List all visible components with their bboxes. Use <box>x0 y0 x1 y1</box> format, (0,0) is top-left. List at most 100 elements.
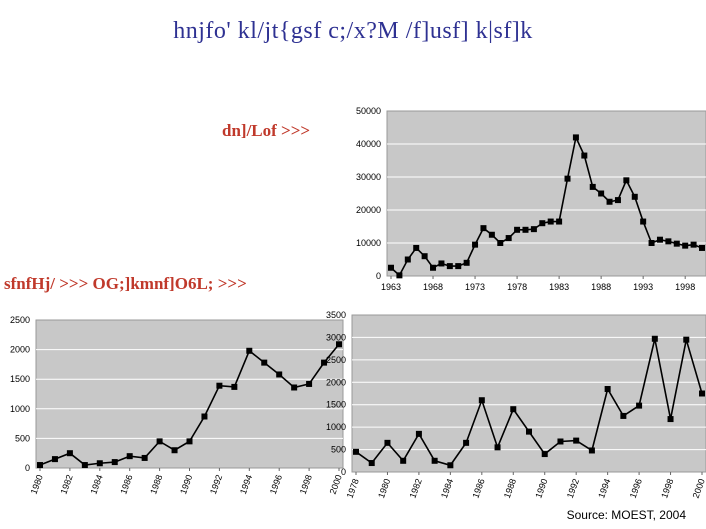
chart2-x-tick-label: 1994 <box>596 477 612 499</box>
chart1-data-point <box>171 447 178 454</box>
chart2-x-tick-label: 1980 <box>376 477 392 499</box>
chart1-y-tick-label: 0 <box>25 463 30 473</box>
chart2-data-point <box>353 448 359 455</box>
chart0-data-point <box>505 235 512 242</box>
chart0-data-point <box>614 197 621 204</box>
chart1-data-point <box>216 382 223 389</box>
chart1-data-point <box>66 450 73 457</box>
chart2-x-tick-label: 1982 <box>408 477 424 499</box>
chart0-data-point <box>640 218 647 225</box>
chart1-data-point <box>306 380 313 387</box>
chart2-data-point <box>636 402 643 409</box>
chart1-data-point <box>246 347 253 354</box>
chart1-data-point <box>321 359 328 366</box>
chart0-data-point <box>589 183 596 190</box>
chart0-data-point <box>598 190 605 197</box>
chart0-y-tick-label: 10000 <box>356 238 381 248</box>
chart0-x-tick-label: 1968 <box>423 282 443 292</box>
chart2-data-point <box>400 457 407 464</box>
chart2-data-point <box>478 397 485 404</box>
chart1-x-tick-label: 1986 <box>118 473 134 495</box>
chart0-data-point <box>514 226 521 233</box>
chart0-data-point <box>472 241 479 248</box>
chart0-data-point <box>606 198 613 205</box>
chart1-data-point <box>37 462 43 469</box>
chart0-data-point <box>699 244 705 251</box>
chart2-data-point <box>604 386 611 393</box>
chart1-x-tick-label: 1992 <box>208 473 224 495</box>
chart2-y-tick-label: 3500 <box>326 310 346 320</box>
chart0-data-point <box>388 264 394 271</box>
chart1-x-tick-label: 1988 <box>148 473 164 495</box>
chart0-data-point <box>623 177 630 184</box>
chart2-y-tick-label: 500 <box>331 445 346 455</box>
chart0-data-point <box>673 240 680 247</box>
chart1-x-tick-label: 1990 <box>178 473 194 495</box>
chart2-data-point <box>667 416 674 423</box>
chart2-x-tick-label: 1990 <box>533 477 549 499</box>
chart2-data-point <box>447 462 454 469</box>
chart2-y-tick-label: 2000 <box>326 377 346 387</box>
chart2-x-tick-label: 1984 <box>439 477 455 499</box>
chart0-data-point <box>421 253 428 260</box>
chart2-data-point <box>620 412 627 419</box>
chart0-data-point <box>665 238 672 245</box>
chart0-data-point <box>690 241 697 248</box>
chart0-data-point <box>539 220 546 227</box>
chart0-data-point <box>581 152 588 159</box>
chart0-data-point <box>455 263 462 270</box>
source-note: Source: MOEST, 2004 <box>566 508 686 522</box>
chart0-data-point <box>631 193 638 200</box>
chart2-x-tick-label: 1998 <box>659 477 675 499</box>
chart2-data-point <box>651 335 658 342</box>
chart2-y-tick-label: 1500 <box>326 400 346 410</box>
chart1-data-point <box>126 453 133 460</box>
chart2-data-point <box>557 438 564 445</box>
chart2-data-point <box>494 444 501 451</box>
chart2-x-tick-label: 1978 <box>345 477 361 499</box>
chart0-y-tick-label: 40000 <box>356 139 381 149</box>
chart0-x-tick-label: 1978 <box>507 282 527 292</box>
chart1-x-tick-label: 1982 <box>59 473 75 495</box>
chart2-data-point <box>573 437 580 444</box>
chart1-data-point <box>156 438 163 445</box>
chart0-data-point <box>488 231 495 238</box>
chart2-x-tick-label: 1986 <box>470 477 486 499</box>
chart2-data-point <box>683 336 690 343</box>
chart0-data-point <box>404 256 411 263</box>
chart1-data-point <box>111 459 118 466</box>
chart0-data-point <box>656 236 663 243</box>
chart0-y-tick-label: 0 <box>376 271 381 281</box>
chart1-y-tick-label: 1000 <box>10 404 30 414</box>
chart0-x-tick-label: 1993 <box>633 282 653 292</box>
chart1-data-point <box>96 460 103 467</box>
chart0-data-point <box>564 175 571 182</box>
chart1-x-tick-label: 1984 <box>88 473 104 495</box>
chart0-x-tick-label: 1973 <box>465 282 485 292</box>
chart1-data-point <box>336 341 342 348</box>
chart2-data-point <box>415 430 422 437</box>
chart1-data-point <box>81 462 88 469</box>
chart2-data-point <box>510 406 517 413</box>
chart-label-top: dn]/Lof >>> <box>222 121 311 140</box>
chart0-x-tick-label: 1988 <box>591 282 611 292</box>
chart0-x-tick-label: 1963 <box>381 282 401 292</box>
chart1-data-point <box>141 454 148 461</box>
chart2-data-point <box>431 457 438 464</box>
chart2-x-tick-label: 1996 <box>628 477 644 499</box>
chart1-data-point <box>261 359 268 366</box>
chart2-data-point <box>463 439 470 446</box>
chart0-y-tick-label: 20000 <box>356 205 381 215</box>
chart1-data-point <box>186 438 193 445</box>
page-title: hnjfo' kl/jt{gsf c;/x?M /f]usf] k|sf]k <box>173 18 533 44</box>
chart1-x-tick-label: 1980 <box>29 473 45 495</box>
chart0-data-point <box>413 244 420 251</box>
chart2-data-point <box>526 428 532 435</box>
chart0-data-point <box>446 263 453 270</box>
chart2-x-tick-label: 2000 <box>691 477 706 499</box>
chart0-y-tick-label: 50000 <box>356 106 381 116</box>
chart1-y-tick-label: 2000 <box>10 345 30 355</box>
chart1-data-point <box>291 384 298 391</box>
chart2-data-point <box>368 460 375 467</box>
